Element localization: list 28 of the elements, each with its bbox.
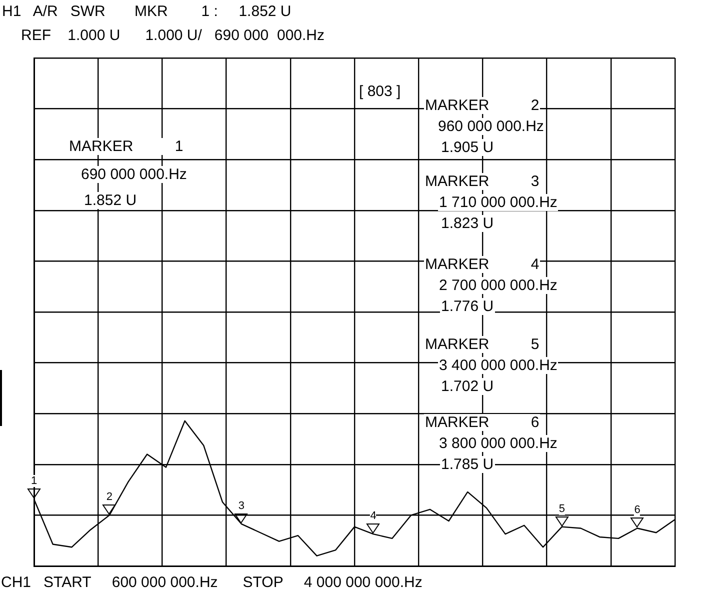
text: [ 803 ]: [358, 83, 402, 100]
text: MARKER 4: [424, 256, 540, 273]
text: 3 400 000 000.Hz: [438, 357, 558, 374]
annotation: 1.785 U: [440, 456, 495, 473]
text: H1 A/R SWR MKR 1 : 1.852 U: [1, 3, 292, 20]
text: 960 000 000.Hz: [437, 118, 545, 135]
text: MARKER 3: [424, 173, 540, 190]
annotation: 1: [30, 475, 38, 488]
text: 1 710 000 000.Hz: [438, 194, 558, 211]
text: MARKER 1: [68, 138, 184, 155]
text: MARKER 2: [424, 97, 540, 114]
text: 1.823 U: [440, 215, 495, 232]
text: 1.905 U: [440, 139, 495, 156]
text: MARKER 5: [424, 336, 540, 353]
text: 1.702 U: [440, 378, 495, 395]
annotation: 2: [106, 491, 112, 504]
annotation: 3: [238, 500, 244, 512]
text: CH1 START 600 000 000.Hz STOP 4 000 000 000.Hz: [0, 574, 424, 591]
text: 2 700 000 000.Hz: [438, 277, 558, 294]
annotation: 4: [370, 510, 376, 522]
annotation: MARKER 6: [424, 414, 540, 431]
annotation: 6: [634, 504, 640, 516]
annotation: 5: [558, 502, 565, 515]
text: 1.776 U: [440, 298, 495, 315]
annotation: 3 800 000 000.Hz: [438, 435, 558, 452]
text: 1.852 U: [83, 192, 138, 209]
text: 690 000 000.Hz: [80, 166, 188, 183]
text: REF 1.000 U 1.000 U/ 690 000 000.Hz: [20, 27, 326, 44]
